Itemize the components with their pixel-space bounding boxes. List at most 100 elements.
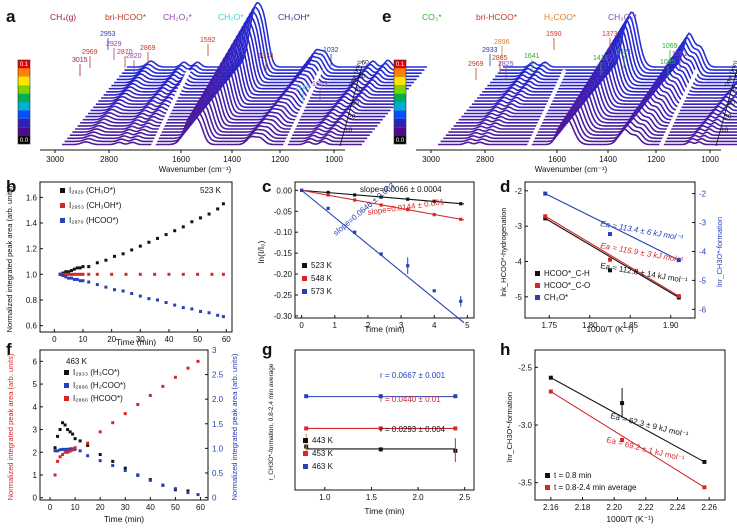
legend-label: 523 K bbox=[311, 261, 333, 270]
data-point bbox=[67, 276, 71, 280]
peak-label: 1032 bbox=[323, 47, 339, 54]
spectrum-trace bbox=[461, 79, 737, 118]
spectrum-trace bbox=[95, 55, 396, 105]
data-point bbox=[164, 233, 168, 237]
legend-label: CO₃* bbox=[422, 12, 442, 22]
time-axis-line bbox=[715, 68, 737, 147]
data-point bbox=[78, 272, 82, 276]
temperature-label: 523 K bbox=[200, 186, 222, 195]
y-axis-title: r_CH3O*-formation, 0.8-2.4 min average bbox=[268, 363, 275, 480]
data-point bbox=[68, 447, 72, 451]
data-point bbox=[63, 447, 67, 451]
x-tick-label: 1.90 bbox=[663, 321, 679, 330]
data-point bbox=[379, 203, 383, 207]
data-point bbox=[304, 426, 309, 431]
x-tick-label: 1.75 bbox=[541, 321, 557, 330]
axis-break bbox=[281, 69, 323, 151]
data-point bbox=[73, 446, 77, 450]
fit-line bbox=[301, 189, 465, 324]
spectrum-trace bbox=[98, 51, 399, 102]
colorbar-segment bbox=[394, 102, 406, 111]
y-axis-title: Normalized integrated peak area (arb. un… bbox=[5, 185, 14, 332]
fit-line bbox=[544, 193, 680, 261]
peak-label: 2825 bbox=[498, 61, 514, 68]
legend-label: 453 K bbox=[312, 449, 334, 458]
data-point bbox=[164, 301, 168, 305]
slope-label: slope=0.0066 ± 0.0004 bbox=[360, 185, 442, 194]
rate-label: r = 0.0667 ± 0.001 bbox=[380, 371, 446, 380]
colorbar-segment bbox=[18, 85, 30, 94]
data-point bbox=[173, 375, 177, 379]
data-point bbox=[70, 268, 74, 272]
data-point bbox=[326, 190, 330, 195]
legend-label: CH₂O₂* bbox=[163, 12, 192, 22]
colorbar-segment bbox=[394, 118, 406, 128]
y-tick-label: -0.30 bbox=[274, 312, 293, 321]
peak-label: 1374 bbox=[258, 53, 274, 60]
spectrum-trace bbox=[80, 82, 381, 124]
data-point bbox=[95, 272, 99, 276]
panel-letter-g: g bbox=[262, 340, 272, 359]
data-point bbox=[71, 432, 75, 436]
data-point bbox=[95, 261, 99, 265]
data-point bbox=[353, 193, 357, 197]
peak-label: 1149 bbox=[295, 85, 310, 92]
y-tick-label: -0.25 bbox=[274, 291, 293, 300]
legend-label: I₂₈₇₀ (HCOO*) bbox=[69, 216, 119, 225]
spectrum-trace bbox=[445, 105, 737, 136]
data-point bbox=[326, 206, 330, 210]
y-tick-label: 0 bbox=[212, 494, 217, 503]
x-tick-label: 2.18 bbox=[575, 503, 591, 512]
spectrum-trace bbox=[471, 62, 737, 105]
y-tick-label: -0.15 bbox=[274, 249, 293, 258]
data-point bbox=[75, 277, 79, 281]
data-point bbox=[53, 446, 57, 450]
data-point bbox=[110, 272, 114, 276]
panel-letter-h: h bbox=[500, 340, 510, 359]
legend-swatch bbox=[302, 276, 307, 281]
spectrum-trace bbox=[101, 46, 401, 99]
x-tick-label: 3 bbox=[399, 321, 404, 330]
data-point bbox=[148, 393, 152, 397]
data-point bbox=[196, 359, 200, 363]
legend-swatch bbox=[535, 283, 540, 288]
data-point bbox=[147, 240, 151, 244]
data-point bbox=[98, 459, 102, 463]
data-point bbox=[216, 313, 220, 317]
legend-label: CH₃O₂* bbox=[608, 12, 638, 22]
spectrum-trace bbox=[484, 41, 737, 90]
data-point bbox=[56, 434, 60, 438]
spectrum-trace bbox=[440, 114, 737, 143]
y-tick-label: -2 bbox=[515, 187, 523, 196]
y-tick-label: -3 bbox=[515, 222, 523, 231]
data-point bbox=[68, 430, 72, 434]
data-point bbox=[378, 426, 383, 431]
x-tick-label: 1 bbox=[333, 321, 338, 330]
data-point bbox=[123, 468, 127, 472]
time-tick-label: 60 bbox=[362, 60, 370, 67]
data-point bbox=[66, 450, 70, 454]
data-point bbox=[123, 412, 127, 416]
x-axis-title: Time (min) bbox=[104, 514, 144, 524]
legend-label: I₂₉₂₉ (CH₃O*) bbox=[69, 186, 116, 195]
legend-swatch bbox=[535, 295, 540, 300]
data-point bbox=[147, 297, 151, 301]
x-tick-label: 3000 bbox=[422, 155, 440, 164]
time-tick-label: 20 bbox=[348, 114, 356, 121]
ea-label: Ea = 69.2 ± 1 kJ mol⁻¹ bbox=[606, 435, 686, 463]
spectrum-trace bbox=[121, 10, 422, 74]
data-point bbox=[113, 288, 117, 292]
colorbar-segment bbox=[18, 127, 30, 136]
data-point bbox=[543, 191, 548, 196]
legend-label: 573 K bbox=[311, 287, 333, 296]
axis-break bbox=[149, 69, 191, 151]
legend-label: HCOO*_C-O bbox=[544, 281, 590, 290]
data-point bbox=[58, 448, 62, 452]
y-tick-label: -6 bbox=[699, 305, 707, 314]
data-point bbox=[67, 270, 71, 274]
x-tick-label: 2 bbox=[366, 321, 371, 330]
legend-swatch bbox=[303, 451, 308, 456]
temperature-label: 463 K bbox=[66, 357, 88, 366]
y-tick-label: 3 bbox=[212, 346, 217, 355]
data-point bbox=[300, 188, 304, 192]
